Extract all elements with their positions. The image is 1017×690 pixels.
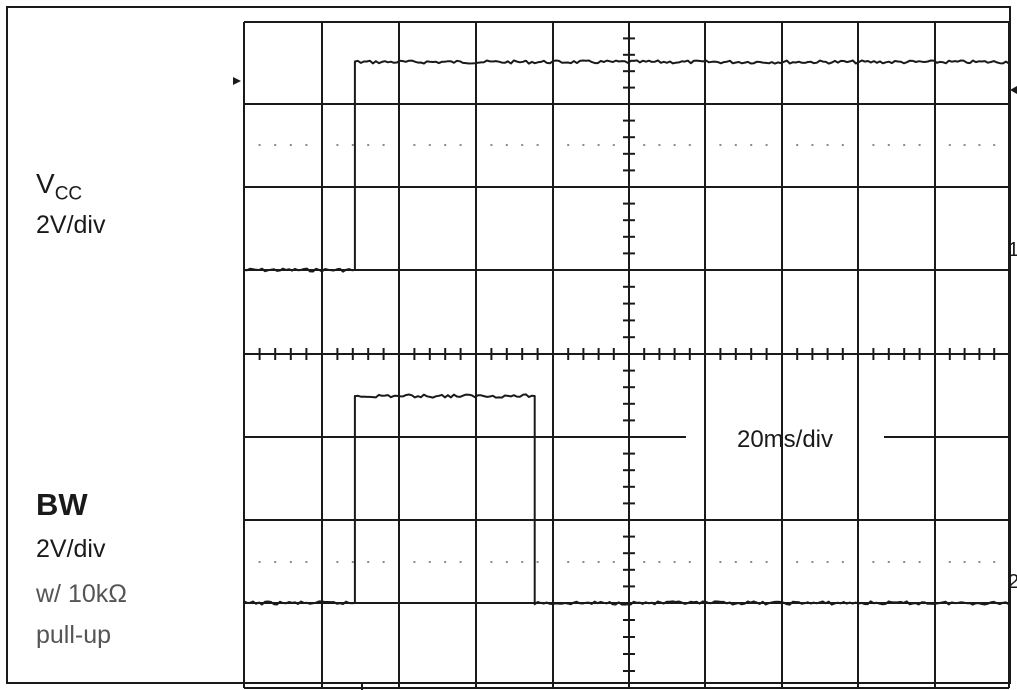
subdivision-dot: [719, 561, 722, 563]
subdivision-dot: [336, 144, 339, 146]
subdivision-dot: [643, 561, 646, 563]
subdivision-dot: [428, 144, 431, 146]
subdivision-dot: [382, 561, 385, 563]
subdivision-dot: [811, 561, 814, 563]
subdivision-dot: [536, 144, 539, 146]
subdivision-dot: [289, 561, 292, 563]
subdivision-dot: [428, 561, 431, 563]
subdivision-dot: [258, 144, 261, 146]
subdivision-dot: [963, 144, 966, 146]
subdivision-dot: [796, 144, 799, 146]
subdivision-dot: [948, 144, 951, 146]
subdivision-dot: [658, 561, 661, 563]
subdivision-dot: [643, 144, 646, 146]
subdivision-dot: [305, 561, 308, 563]
subdivision-dot: [673, 561, 676, 563]
subdivision-dot: [444, 144, 447, 146]
subdivision-dot: [505, 144, 508, 146]
subdivision-dot: [490, 144, 493, 146]
vcc-channel-label: VCC: [36, 168, 83, 205]
subdivision-dot: [948, 561, 951, 563]
scope-grid: [233, 21, 1017, 690]
subdivision-dot: [978, 561, 981, 563]
subdivision-dot: [612, 144, 615, 146]
subdivision-dot: [413, 561, 416, 563]
subdivision-dot: [382, 144, 385, 146]
subdivision-dot: [765, 561, 768, 563]
trace-bw: [243, 393, 1010, 606]
subdivision-dot: [688, 561, 691, 563]
subdivision-dot: [734, 561, 737, 563]
subdivision-dot: [673, 144, 676, 146]
subdivision-dot: [367, 561, 370, 563]
trace-vcc: [243, 59, 1010, 273]
subdivision-dot: [719, 144, 722, 146]
subdivision-dot: [978, 144, 981, 146]
subdivision-dot: [597, 561, 600, 563]
subdivision-dot: [841, 144, 844, 146]
subdivision-dot: [336, 561, 339, 563]
subdivision-dot: [582, 144, 585, 146]
subdivision-dot: [826, 561, 829, 563]
bw-pullup-note: pull-up: [36, 621, 112, 649]
subdivision-dot: [351, 144, 354, 146]
bw-channel-label: BW: [36, 487, 88, 522]
subdivision-dot: [963, 561, 966, 563]
subdivision-dot: [734, 144, 737, 146]
subdivision-dot: [521, 144, 524, 146]
subdivision-dot: [536, 561, 539, 563]
vcc-subscript: CC: [54, 183, 83, 205]
subdivision-dot: [444, 561, 447, 563]
subdivision-dot: [351, 561, 354, 563]
subdivision-dot: [918, 144, 921, 146]
scope-traces: [243, 59, 1010, 606]
subdivision-dot: [305, 144, 308, 146]
subdivision-dot: [826, 144, 829, 146]
trigger-level-marker-left: [233, 77, 241, 85]
subdivision-dot: [688, 144, 691, 146]
subdivision-dot: [289, 144, 292, 146]
subdivision-dot: [367, 144, 370, 146]
subdivision-dot: [887, 561, 890, 563]
subdivision-dot: [582, 561, 585, 563]
subdivision-dot: [597, 144, 600, 146]
subdivision-dot: [459, 561, 462, 563]
vcc-volts-per-div: 2V/div: [36, 211, 106, 239]
subdivision-dot: [750, 144, 753, 146]
subdivision-dot: [612, 561, 615, 563]
bw-volts-per-div: 2V/div: [36, 535, 106, 563]
subdivision-dot: [993, 144, 996, 146]
subdivision-dot: [567, 144, 570, 146]
subdivision-dot: [765, 144, 768, 146]
subdivision-dot: [658, 144, 661, 146]
channel-2-ground-marker: 2: [1008, 571, 1017, 593]
trigger-level-marker-right: [1010, 86, 1017, 94]
subdivision-dot: [887, 144, 890, 146]
subdivision-dot: [903, 144, 906, 146]
subdivision-dot: [811, 144, 814, 146]
subdivision-dot: [274, 144, 277, 146]
subdivision-dot: [567, 561, 570, 563]
subdivision-dot: [903, 561, 906, 563]
bw-resistor-note: w/ 10kΩ: [36, 580, 127, 608]
subdivision-dot: [459, 144, 462, 146]
subdivision-dot: [505, 561, 508, 563]
subdivision-dot: [521, 561, 524, 563]
subdivision-dot: [872, 144, 875, 146]
subdivision-dot: [993, 561, 996, 563]
subdivision-dot: [796, 561, 799, 563]
subdivision-dot: [413, 144, 416, 146]
subdivision-dot: [258, 561, 261, 563]
subdivision-dot: [841, 561, 844, 563]
channel-1-ground-marker: 1: [1008, 239, 1017, 261]
subdivision-dot: [918, 561, 921, 563]
subdivision-dot: [872, 561, 875, 563]
time-per-div-label: 20ms/div: [736, 426, 834, 453]
subdivision-dot: [750, 561, 753, 563]
subdivision-dot: [490, 561, 493, 563]
subdivision-dot: [274, 561, 277, 563]
